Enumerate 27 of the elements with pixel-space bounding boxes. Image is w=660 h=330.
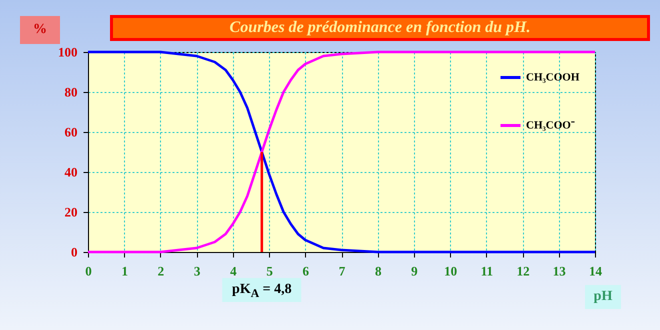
x-tick-label: 2 (158, 264, 164, 278)
legend-label: CH₃COO⁻ (526, 120, 575, 132)
x-tick-label: 13 (552, 264, 566, 278)
x-tick-label: 4 (230, 264, 238, 278)
ref-line-label: pK$_{A}$ = 4,8 (222, 278, 302, 302)
y-axis-title: % (20, 16, 60, 44)
x-tick-label: 1 (121, 264, 128, 278)
x-tick-label: 7 (338, 264, 346, 278)
x-tick-label: 9 (411, 264, 418, 278)
x-tick-label: 12 (516, 264, 530, 278)
x-axis-title: pH (585, 285, 621, 309)
chart-title: Courbes de prédominance en fonction du pH. (110, 15, 650, 41)
x-tick-label: 3 (194, 264, 201, 278)
x-tick-label: 6 (302, 264, 310, 278)
y-tick-label: 20 (64, 204, 78, 220)
x-tick-label: 11 (480, 264, 494, 278)
x-tick-label: 0 (85, 264, 92, 278)
y-tick-label: 60 (64, 124, 78, 140)
x-tick-label: 5 (266, 264, 274, 278)
y-tick-label: 40 (64, 164, 78, 180)
y-tick-label: 100 (58, 44, 78, 60)
x-tick-label: 14 (589, 264, 602, 278)
x-tick-label: 8 (374, 264, 382, 278)
x-tick-label: 10 (444, 264, 458, 278)
y-tick-label: 0 (71, 244, 78, 260)
y-tick-label: 80 (64, 84, 78, 100)
legend-label: CH₃COOH (526, 72, 580, 84)
